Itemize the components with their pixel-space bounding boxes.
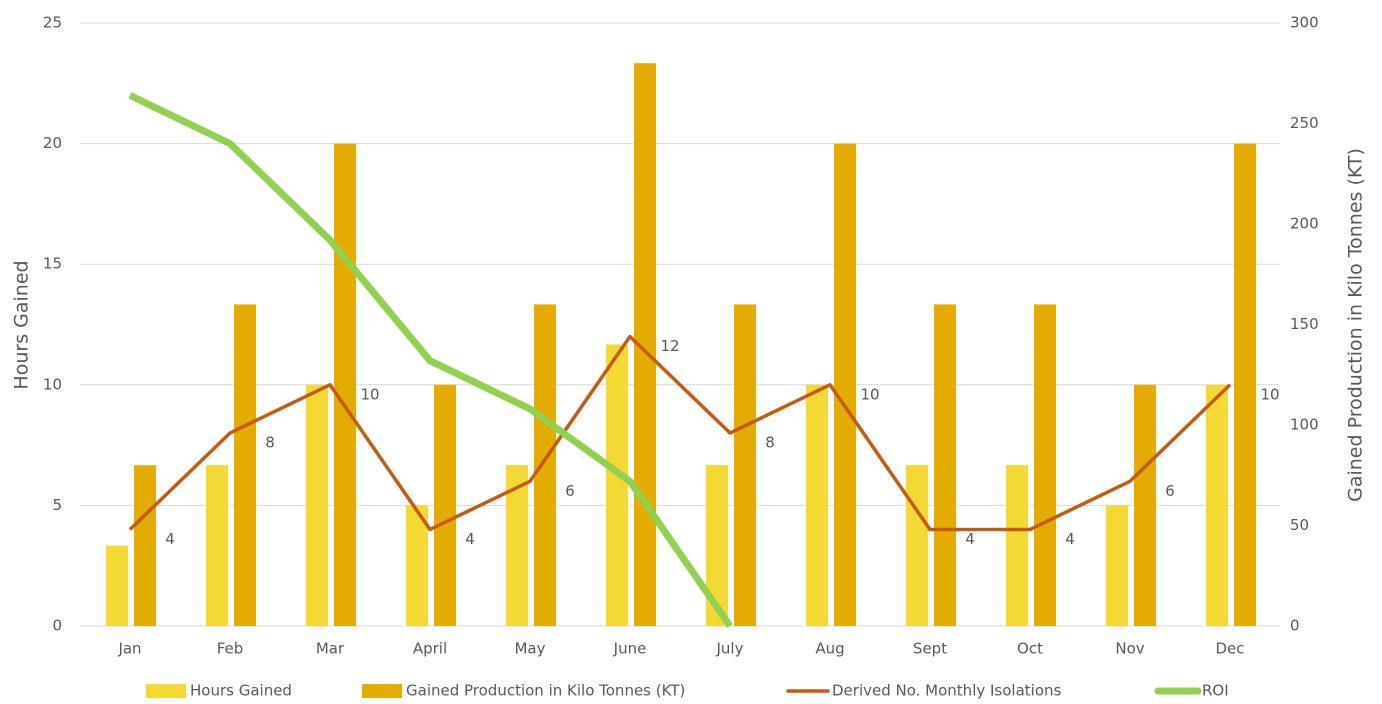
- bar: [734, 304, 756, 626]
- x-tick-label: July: [716, 640, 744, 658]
- bar: [234, 304, 256, 626]
- legend-label: ROI: [1202, 682, 1229, 700]
- bar: [1106, 505, 1128, 626]
- y2-axis-title: Gained Production in Kilo Tonnes (KT): [1345, 148, 1367, 502]
- y-tick-label: 25: [43, 14, 62, 32]
- data-label: 10: [1260, 385, 1279, 403]
- data-label: 4: [965, 530, 975, 548]
- legend-label: Hours Gained: [190, 682, 292, 700]
- y-tick-label: 15: [43, 255, 62, 273]
- x-tick-label: Sept: [913, 640, 947, 658]
- x-tick-label: Nov: [1115, 640, 1144, 658]
- y2-tick-label: 150: [1290, 315, 1319, 333]
- bar: [906, 465, 928, 626]
- y-axis-title: Hours Gained: [11, 260, 33, 389]
- bar: [434, 384, 456, 626]
- bar: [406, 505, 428, 626]
- data-label: 12: [660, 337, 679, 355]
- data-label: 8: [265, 434, 275, 452]
- data-label: 10: [860, 385, 879, 403]
- data-label: 6: [1165, 482, 1175, 500]
- data-label: 8: [765, 434, 775, 452]
- x-tick-label: Aug: [815, 640, 844, 658]
- data-label: 4: [465, 530, 475, 548]
- data-label: 4: [1065, 530, 1075, 548]
- bar: [134, 465, 156, 626]
- x-tick-label: April: [413, 640, 447, 658]
- bar: [1006, 465, 1028, 626]
- x-tick-label: Oct: [1017, 640, 1043, 658]
- bar: [806, 384, 828, 626]
- y2-tick-label: 300: [1290, 14, 1319, 32]
- y2-tick-label: 250: [1290, 114, 1319, 132]
- bar: [306, 384, 328, 626]
- bar: [534, 304, 556, 626]
- bar: [334, 143, 356, 626]
- x-tick-label: May: [514, 640, 545, 658]
- y2-tick-label: 100: [1290, 416, 1319, 434]
- legend-swatch: [362, 684, 402, 698]
- x-tick-label: Mar: [316, 640, 345, 658]
- bar: [834, 143, 856, 626]
- bar: [634, 63, 656, 626]
- x-tick-label: Jan: [117, 640, 141, 658]
- data-label: 6: [565, 482, 575, 500]
- legend-swatch: [146, 684, 186, 698]
- bar: [1234, 143, 1256, 626]
- legend-label: Derived No. Monthly Isolations: [832, 682, 1062, 700]
- data-label: 10: [360, 385, 379, 403]
- bar: [706, 465, 728, 626]
- y2-tick-label: 0: [1290, 617, 1300, 635]
- bar: [506, 465, 528, 626]
- y-tick-label: 10: [43, 375, 62, 393]
- bar: [1034, 304, 1056, 626]
- bar: [1134, 384, 1156, 626]
- bar: [1206, 384, 1228, 626]
- data-label: 4: [165, 530, 175, 548]
- y2-tick-label: 50: [1290, 516, 1309, 534]
- bar: [934, 304, 956, 626]
- line: [128, 92, 733, 628]
- y-tick-label: 0: [52, 617, 62, 635]
- x-tick-label: Dec: [1215, 640, 1244, 658]
- legend-label: Gained Production in Kilo Tonnes (KT): [406, 682, 685, 700]
- bar: [106, 545, 128, 626]
- x-tick-label: June: [613, 640, 647, 658]
- bar: [206, 465, 228, 626]
- y-tick-label: 20: [43, 134, 62, 152]
- y-tick-label: 5: [52, 496, 62, 514]
- y2-tick-label: 200: [1290, 215, 1319, 233]
- x-tick-label: Feb: [217, 640, 244, 658]
- bar: [606, 344, 628, 626]
- line: [128, 334, 1232, 532]
